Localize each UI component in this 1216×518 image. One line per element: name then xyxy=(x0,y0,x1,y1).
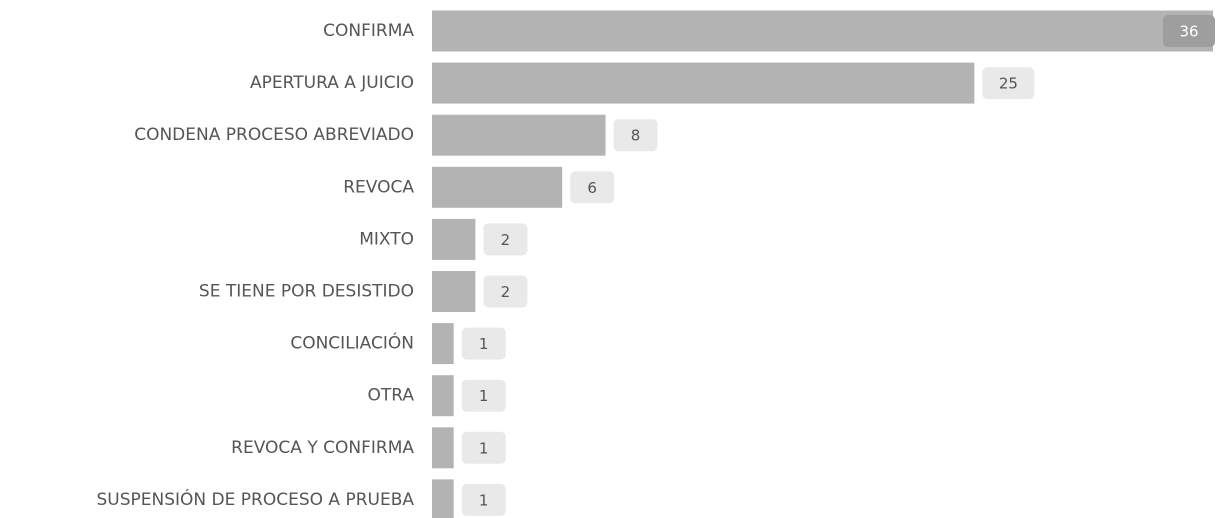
value-label-box xyxy=(461,379,506,412)
value-label-box xyxy=(483,275,528,308)
value-label: 6 xyxy=(587,179,597,197)
value-label-box xyxy=(461,431,506,464)
bar xyxy=(432,375,454,417)
bar xyxy=(432,166,563,208)
value-label-box xyxy=(570,171,615,204)
value-label: 1 xyxy=(479,335,489,353)
bar xyxy=(432,271,476,312)
value-label: 36 xyxy=(1179,23,1198,41)
value-label: 8 xyxy=(631,127,641,145)
category-label: APERTURA A JUICIO xyxy=(250,73,414,93)
bar xyxy=(432,479,454,518)
category-label: MIXTO xyxy=(359,229,414,249)
category-label: SE TIENE POR DESISTIDO xyxy=(199,282,414,302)
value-label: 1 xyxy=(479,387,489,405)
value-label: 2 xyxy=(501,231,511,249)
bar xyxy=(432,218,476,260)
bar xyxy=(432,10,1213,52)
value-label-box xyxy=(1163,15,1215,47)
category-label: SUSPENSIÓN DE PROCESO A PRUEBA xyxy=(97,488,415,510)
bar xyxy=(432,62,975,104)
value-label-box xyxy=(461,327,506,360)
value-label-box xyxy=(461,483,506,516)
category-label: CONDENA PROCESO ABREVIADO xyxy=(134,125,414,145)
bar xyxy=(432,323,454,365)
value-label: 1 xyxy=(479,439,489,457)
value-label: 25 xyxy=(999,75,1018,93)
category-label: OTRA xyxy=(367,386,414,406)
value-label: 1 xyxy=(479,491,489,509)
bar xyxy=(432,114,606,156)
value-label-box xyxy=(483,223,528,256)
bar xyxy=(432,427,454,469)
value-label-box xyxy=(613,119,658,152)
category-label: CONFIRMA xyxy=(323,21,414,41)
value-label: 2 xyxy=(501,283,511,301)
category-label: REVOCA xyxy=(343,177,414,197)
category-label: CONCILIACIÓN xyxy=(290,332,414,354)
value-label-box xyxy=(982,67,1035,100)
category-label: REVOCA Y CONFIRMA xyxy=(231,438,414,458)
